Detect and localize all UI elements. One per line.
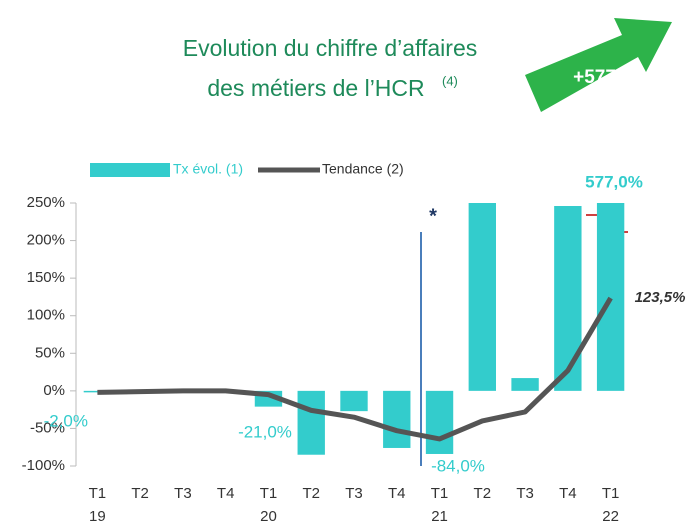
y-tick-label: 250% xyxy=(27,194,65,211)
x-year-label: 19 xyxy=(89,508,106,525)
bar-value-label: 577,0% xyxy=(585,172,643,191)
x-tick-label: T1 xyxy=(260,485,278,502)
x-tick-label: T3 xyxy=(516,485,534,502)
bar xyxy=(554,206,582,391)
x-tick-label: T3 xyxy=(174,485,192,502)
asterisk: * xyxy=(429,205,437,227)
bar xyxy=(297,390,325,455)
legend-label: Tx évol. (1) xyxy=(173,161,243,177)
x-tick-label: T2 xyxy=(302,485,320,502)
y-tick-label: 150% xyxy=(27,269,65,286)
chart-title-line: Evolution du chiffre d’affaires xyxy=(183,35,478,61)
bar xyxy=(596,203,625,391)
x-tick-label: T3 xyxy=(345,485,363,502)
bar xyxy=(511,378,539,391)
y-tick-label: 0% xyxy=(43,382,65,399)
plot-area xyxy=(83,203,625,455)
x-tick-label: T1 xyxy=(89,485,107,502)
legend-label: Tendance (2) xyxy=(322,161,404,177)
x-tick-label: T4 xyxy=(388,485,406,502)
y-tick-label: 50% xyxy=(35,344,65,361)
x-year-label: 21 xyxy=(431,508,448,525)
bar-value-label: -84,0% xyxy=(431,456,485,475)
bar xyxy=(425,390,454,454)
y-tick-label: 200% xyxy=(27,232,65,249)
x-tick-label: T2 xyxy=(474,485,492,502)
bar-value-label: -2,0% xyxy=(44,411,88,430)
y-tick-label: -50% xyxy=(30,419,65,436)
arrow-label: +577% xyxy=(573,67,633,88)
x-tick-label: T2 xyxy=(131,485,149,502)
trend-arrow xyxy=(525,18,672,112)
bar xyxy=(340,390,368,412)
y-tick-label: 100% xyxy=(27,307,65,324)
x-tick-label: T4 xyxy=(217,485,235,502)
title-superscript: (4) xyxy=(442,73,458,88)
bar-value-label: -21,0% xyxy=(238,422,292,441)
line-value-label: 123,5% xyxy=(635,289,686,306)
y-tick-label: -100% xyxy=(22,457,65,474)
trend-line xyxy=(97,296,613,442)
x-year-label: 20 xyxy=(260,508,277,525)
legend-swatch xyxy=(90,163,170,177)
x-year-label: 22 xyxy=(602,508,619,525)
x-tick-label: T1 xyxy=(602,485,620,502)
chart-title-line: des métiers de l’HCR xyxy=(207,75,424,101)
bar xyxy=(468,203,496,391)
x-tick-label: T1 xyxy=(431,485,449,502)
x-tick-label: T4 xyxy=(559,485,577,502)
bar xyxy=(383,390,411,448)
